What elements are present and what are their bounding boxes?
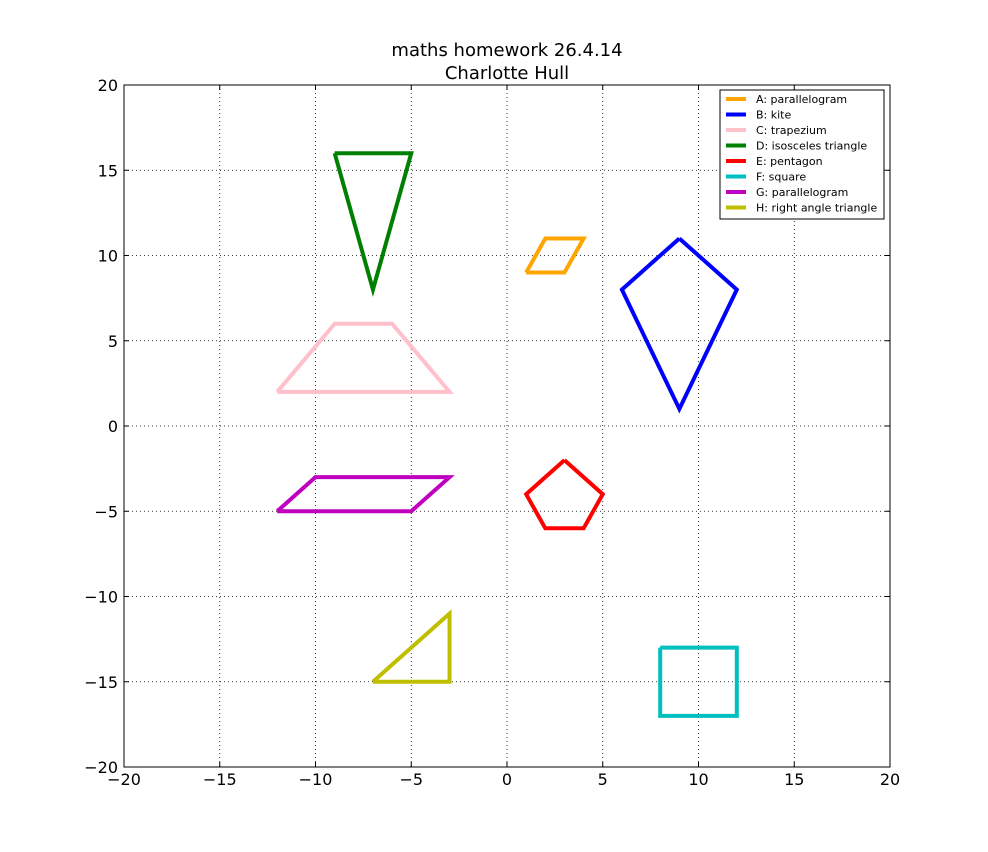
x-tick-label: −5 [399,770,423,789]
chart-title: maths homework 26.4.14 [391,40,622,61]
legend-label-2: C: trapezium [756,124,827,137]
y-tick-label: −5 [94,502,118,521]
series-line-2 [275,321,454,394]
series-line-5 [658,645,739,718]
y-tick-label: 10 [98,247,118,266]
legend-label-0: A: parallelogram [756,93,847,106]
y-tick-label: −15 [84,673,118,692]
series-line-0 [524,236,588,275]
y-tick-label: −20 [84,758,118,777]
x-tick-label: 15 [784,770,804,789]
legend-label-3: D: isosceles triangle [756,140,867,153]
legend-label-7: H: right angle triangle [756,202,877,215]
x-tick-label: −20 [107,770,141,789]
series-line-1 [619,236,740,414]
series-group [275,151,740,718]
x-tick-label: 0 [502,770,512,789]
chart-subtitle: Charlotte Hull [445,63,569,84]
legend-label-5: F: square [756,171,806,184]
legend-label-1: B: kite [756,109,791,122]
series-line-4 [523,458,606,531]
axes-ticks: −20 −15 −10 −5 0 5 10 15 20 −20 −15 −10 −5 0 5 10 15 20 [84,76,900,789]
legend-label-4: E: pentagon [756,155,823,168]
x-tick-label: 10 [688,770,708,789]
series-line-6 [275,475,455,514]
x-tick-label: 5 [598,770,608,789]
y-tick-label: −10 [84,588,118,607]
x-tick-label: −10 [299,770,333,789]
legend-label-6: G: parallelogram [756,186,848,199]
x-tick-label: 20 [880,770,900,789]
x-tick-label: −15 [203,770,237,789]
series-line-7 [371,609,452,684]
y-tick-label: 20 [98,76,118,95]
y-tick-label: 5 [108,332,118,351]
legend: A: parallelogram B: kite C: trapezium D: is… [719,89,885,220]
y-tick-label: 0 [108,417,118,436]
legend-box [719,89,885,220]
series-line-3 [332,151,414,297]
y-tick-label: 15 [98,161,118,180]
